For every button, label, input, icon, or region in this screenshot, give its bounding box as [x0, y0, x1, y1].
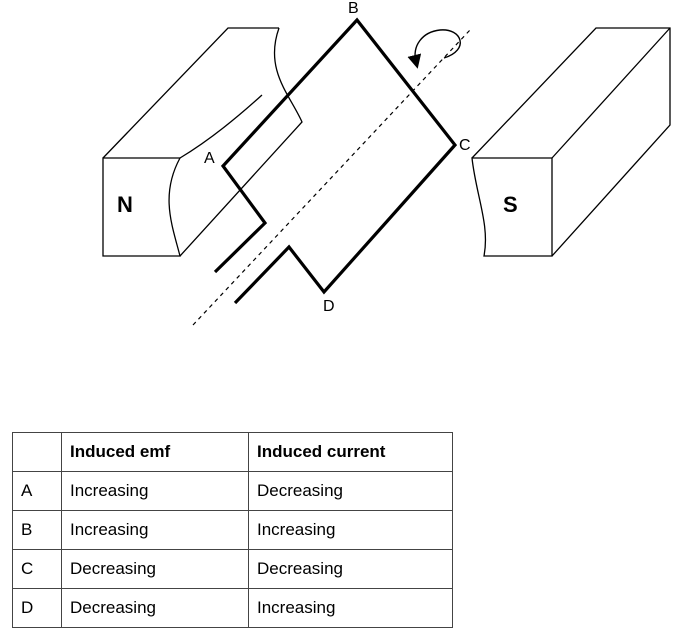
induced-current-cell: Decreasing — [248, 471, 453, 511]
induced-current-cell: Increasing — [248, 510, 453, 550]
option-letter: C — [12, 549, 62, 589]
induced-emf-cell: Decreasing — [61, 549, 249, 589]
table-row: D Decreasing Increasing — [12, 588, 453, 628]
table-header-row: Induced emf Induced current — [12, 432, 453, 472]
induced-current-cell: Increasing — [248, 588, 453, 628]
point-b-label: B — [348, 0, 359, 17]
north-pole-label: N — [117, 192, 133, 217]
table-row: C Decreasing Decreasing — [12, 549, 453, 589]
coil — [213, 17, 458, 305]
generator-diagram: N S A B C D — [102, 0, 671, 326]
option-letter: B — [12, 510, 62, 550]
north-magnet — [102, 27, 303, 257]
table-row: A Increasing Decreasing — [12, 471, 453, 511]
option-letter: A — [12, 471, 62, 511]
south-pole-label: S — [503, 192, 518, 217]
induced-emf-cell: Increasing — [61, 510, 249, 550]
header-induced-emf: Induced emf — [61, 432, 249, 472]
induced-current-cell: Decreasing — [248, 549, 453, 589]
induced-emf-cell: Decreasing — [61, 588, 249, 628]
point-c-label: C — [459, 137, 471, 154]
point-a-label: A — [204, 150, 215, 167]
rotation-axis — [192, 29, 471, 326]
answer-options-table: Induced emf Induced current A Increasing… — [12, 432, 453, 628]
induced-emf-cell: Increasing — [61, 471, 249, 511]
header-option — [12, 432, 62, 472]
option-letter: D — [12, 588, 62, 628]
point-d-label: D — [323, 298, 335, 315]
rotation-arrow-icon — [407, 29, 461, 69]
south-magnet — [471, 27, 671, 257]
header-induced-current: Induced current — [248, 432, 453, 472]
table-row: B Increasing Increasing — [12, 510, 453, 550]
